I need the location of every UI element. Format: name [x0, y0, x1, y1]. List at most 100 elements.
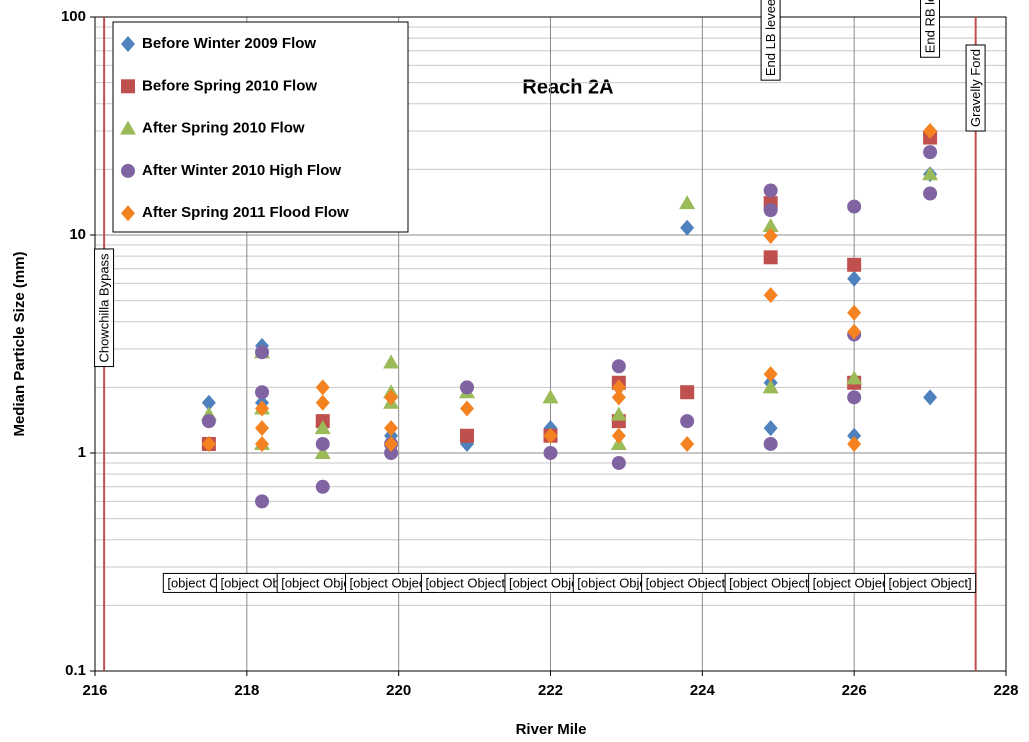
reference-label: Chowchilla Bypass [97, 253, 112, 363]
section-label-group: [object Object] [724, 572, 817, 593]
x-tick-label: 220 [386, 682, 411, 699]
point [384, 435, 399, 452]
point [255, 345, 270, 360]
legend-label: After Spring 2010 Flow [142, 120, 305, 137]
legend-marker [121, 36, 135, 52]
section-label: [object Object] [646, 575, 729, 590]
top-label: End LB levee [763, 0, 778, 76]
series [201, 122, 938, 452]
chart-title: Reach 2A [522, 76, 613, 98]
point [923, 122, 938, 139]
point [611, 427, 626, 444]
top-label-group: End RB levee [920, 0, 941, 58]
x-tick-label: 222 [538, 682, 563, 699]
point [315, 479, 330, 494]
point [315, 394, 330, 411]
point [255, 435, 270, 452]
legend-label: After Spring 2011 Flood Flow [142, 204, 349, 221]
x-tick-label: 216 [82, 682, 107, 699]
point [763, 183, 778, 198]
section-label-group: [object Object] [345, 572, 438, 593]
legend-marker [121, 163, 135, 178]
point [255, 494, 270, 509]
legend: Before Winter 2009 Flow Before Spring 201… [112, 21, 409, 233]
point [255, 385, 270, 400]
section-label: [object Object] [425, 575, 508, 590]
x-tick-label: 224 [690, 682, 716, 699]
x-axis-title: River Mile [516, 721, 587, 738]
section-label-group: [object Object] [884, 572, 977, 593]
point [846, 370, 863, 385]
y-tick-label: 10 [69, 226, 86, 243]
point [923, 389, 938, 406]
point [762, 379, 779, 394]
point [847, 427, 862, 444]
point [543, 446, 558, 460]
point [763, 420, 778, 437]
point [680, 219, 695, 236]
point [847, 323, 862, 340]
legend-marker [121, 205, 135, 222]
section-label: [object Object] [889, 575, 972, 590]
point [680, 385, 695, 400]
point [923, 186, 938, 201]
legend-label: Before Spring 2010 Flow [142, 77, 317, 94]
reference-label: Gravelly Ford [968, 49, 983, 127]
point [922, 166, 939, 181]
x-tick-label: 228 [993, 682, 1018, 699]
point [763, 287, 778, 304]
point [847, 199, 862, 214]
point [384, 389, 399, 406]
point [201, 414, 216, 429]
x-tick-label: 218 [234, 682, 259, 699]
legend-marker [121, 79, 135, 94]
point [763, 203, 778, 218]
point [459, 428, 474, 443]
point [314, 445, 331, 459]
top-label-box [920, 0, 941, 58]
point [679, 195, 696, 210]
y-tick-label: 100 [61, 8, 86, 25]
point [201, 435, 216, 452]
point [314, 420, 331, 435]
x-tick-label: 226 [842, 682, 867, 699]
section-label: [object Object] [813, 575, 896, 590]
section-label: [object Object] [729, 575, 812, 590]
point [847, 257, 862, 272]
top-label-box [760, 0, 781, 81]
point [542, 389, 559, 404]
point [763, 227, 778, 244]
legend-label: Before Winter 2009 Flow [142, 35, 316, 52]
point [383, 354, 400, 369]
point [459, 400, 474, 417]
point [611, 379, 626, 396]
point [255, 400, 270, 417]
section-label: [object Object] [350, 575, 433, 590]
point [315, 379, 330, 396]
section-label-box [884, 572, 977, 593]
y-tick-label: 1 [78, 444, 86, 461]
legend-box [112, 21, 409, 233]
point [610, 406, 627, 421]
legend-marker [120, 120, 136, 135]
top-label-group: End LB levee [760, 0, 781, 81]
section-label: [object Object] [281, 575, 364, 590]
point [384, 446, 399, 460]
point [923, 145, 938, 160]
point [847, 304, 862, 321]
point [763, 436, 778, 451]
point [762, 217, 779, 232]
point [680, 435, 695, 452]
y-axis-title: Median Particle Size (mm) [11, 251, 28, 436]
point [611, 389, 626, 406]
point [847, 390, 862, 405]
point [543, 427, 558, 444]
point [611, 359, 626, 374]
reference-label-group: Chowchilla Bypass [94, 248, 115, 368]
point [255, 420, 270, 437]
point [847, 270, 862, 287]
point [763, 250, 778, 265]
point [763, 366, 778, 383]
point [459, 380, 474, 395]
